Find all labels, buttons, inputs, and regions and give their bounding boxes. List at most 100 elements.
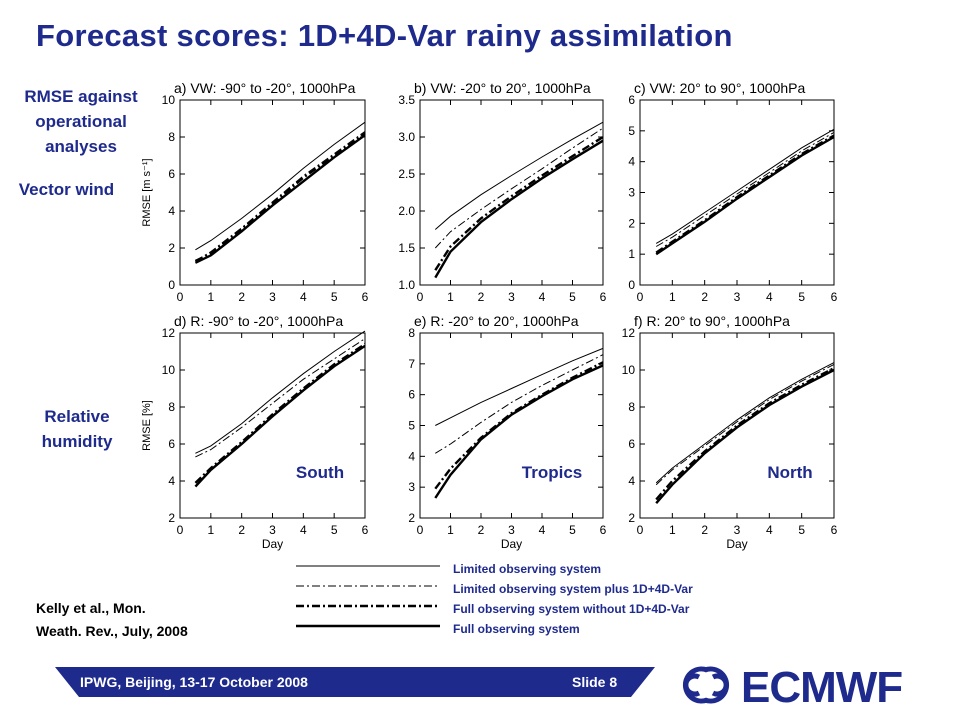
x-tick-label: 5 <box>798 290 805 304</box>
plot-frame <box>639 332 835 519</box>
x-tick-label: 3 <box>269 523 276 537</box>
x-tick-label: 5 <box>569 290 576 304</box>
series-line-thin-dashdot <box>195 130 366 262</box>
footer-bar <box>55 667 655 697</box>
series-line-thin-solid <box>195 330 366 454</box>
y-tick-label: 3 <box>628 186 635 200</box>
y-tick-label: 2 <box>168 241 175 255</box>
chart-panel-2: b) VW: -20° to 20°, 1000hPa 0 1 2 3 4 5 6 1.0 1.5… <box>398 80 606 304</box>
series-line-thin-dashdot <box>434 127 604 249</box>
y-tick-label: 6 <box>168 167 175 181</box>
series-line-thick-dashdot <box>434 361 604 490</box>
ecmwf-logo-text: ECMWF <box>741 663 902 710</box>
plot-frame <box>419 332 604 519</box>
x-tick-label: 0 <box>177 290 184 304</box>
x-tick-label: 0 <box>417 523 424 537</box>
x-tick-label: 3 <box>508 523 515 537</box>
series-line-thin-dashdot <box>655 363 835 486</box>
x-tick-label: 3 <box>269 290 276 304</box>
y-tick-label: 4 <box>168 474 175 488</box>
citation-line2: Weath. Rev., July, 2008 <box>36 623 188 639</box>
y-tick-label: 10 <box>162 363 176 377</box>
x-tick-label: 2 <box>238 523 245 537</box>
y-tick-label: 8 <box>408 326 415 340</box>
plot-frame <box>179 332 366 519</box>
y-tick-label: 6 <box>628 93 635 107</box>
slide-number: Slide 8 <box>572 674 618 690</box>
x-tick-label: 1 <box>447 290 454 304</box>
x-tick-label: 0 <box>637 290 644 304</box>
y-tick-label: 3.0 <box>398 130 415 144</box>
y-tick-label: 4 <box>168 204 175 218</box>
panel-title: c) VW: 20° to 90°, 1000hPa <box>634 80 805 96</box>
panel-title: e) R: -20° to 20°, 1000hPa <box>414 313 579 329</box>
panel-title: a) VW: -90° to -20°, 1000hPa <box>174 80 356 96</box>
y-tick-label: 5 <box>408 419 415 433</box>
series-line-thin-dashdot <box>435 354 604 454</box>
slide-title: Forecast scores: 1D+4D-Var rainy assimil… <box>36 18 733 53</box>
series-line-thick-dashdot <box>194 132 366 262</box>
series-line-thick-solid <box>655 368 835 504</box>
rmse-label-line2: operational <box>35 112 127 131</box>
y-tick-label: 2 <box>628 216 635 230</box>
x-tick-label: 1 <box>207 523 214 537</box>
y-tick-label: 6 <box>628 437 635 451</box>
legend-label: Full observing system without 1D+4D-Var <box>453 602 690 616</box>
y-tick-label: 4 <box>628 474 635 488</box>
rmse-label-line1: RMSE against <box>24 87 138 106</box>
chart-panel-3: c) VW: 20° to 90°, 1000hPa 0 1 2 3 4 5 6 0 1 2 3 4 5 6 <box>628 80 837 304</box>
y-tick-label: 2 <box>628 511 635 525</box>
vector-wind-label: Vector wind <box>18 180 115 199</box>
ecmwf-logo-icon <box>683 666 729 704</box>
y-tick-label: 2 <box>408 511 415 525</box>
x-tick-label: 3 <box>734 523 741 537</box>
x-tick-label: 4 <box>539 523 546 537</box>
x-tick-label: 1 <box>447 523 454 537</box>
x-axis-label: Day <box>726 537 747 551</box>
y-tick-label: 10 <box>162 93 176 107</box>
chart-panel-5: e) R: -20° to 20°, 1000hPa 0 1 2 3 4 5 6 2 3 4 5 6 7 8… <box>408 313 606 551</box>
x-tick-label: 2 <box>478 523 485 537</box>
x-tick-label: 2 <box>238 290 245 304</box>
ecmwf-logo: ECMWF <box>683 663 903 710</box>
y-axis-label: RMSE [%] <box>141 400 153 451</box>
series-line-thick-dashdot <box>194 343 366 484</box>
chart-panel-1: a) VW: -90° to -20°, 1000hPa 0 1 2 3 4 5 6 0 2 4 6 8… <box>141 80 369 304</box>
x-tick-label: 4 <box>300 523 307 537</box>
y-tick-label: 12 <box>162 326 176 340</box>
x-tick-label: 0 <box>637 523 644 537</box>
panel-title: b) VW: -20° to 20°, 1000hPa <box>414 80 591 96</box>
x-axis-label: Day <box>262 537 283 551</box>
y-tick-label: 6 <box>408 388 415 402</box>
y-tick-label: 5 <box>628 124 635 138</box>
series-line-thick-solid <box>434 364 604 499</box>
y-tick-label: 2 <box>168 511 175 525</box>
x-tick-label: 6 <box>831 290 838 304</box>
x-tick-label: 1 <box>207 290 214 304</box>
x-axis-label: Day <box>501 537 522 551</box>
series-line-thick-solid <box>194 344 366 488</box>
series-line-thick-solid <box>194 134 366 264</box>
y-tick-label: 2.0 <box>398 204 415 218</box>
citation-line1: Kelly et al., Mon. <box>36 600 146 616</box>
panel-title: d) R: -90° to -20°, 1000hPa <box>174 313 343 329</box>
y-tick-label: 8 <box>168 400 175 414</box>
y-tick-label: 1.5 <box>398 241 415 255</box>
series-line-thin-solid <box>435 347 604 426</box>
relative-humidity-label: Relative humidity <box>12 404 142 454</box>
y-tick-label: 3.5 <box>398 93 415 107</box>
y-tick-label: 0 <box>168 278 175 292</box>
x-tick-label: 4 <box>766 290 773 304</box>
x-tick-label: 0 <box>177 523 184 537</box>
y-axis-label: RMSE [m s⁻¹] <box>141 158 153 226</box>
rmse-label-line3: analyses <box>45 137 117 156</box>
plot-frame <box>639 99 835 286</box>
series-line-thin-solid <box>434 121 604 230</box>
x-tick-label: 2 <box>478 290 485 304</box>
x-tick-label: 6 <box>600 290 607 304</box>
series-line-thin-dashdot <box>655 131 835 247</box>
x-tick-label: 5 <box>331 290 338 304</box>
series-line-thin-solid <box>655 128 835 244</box>
